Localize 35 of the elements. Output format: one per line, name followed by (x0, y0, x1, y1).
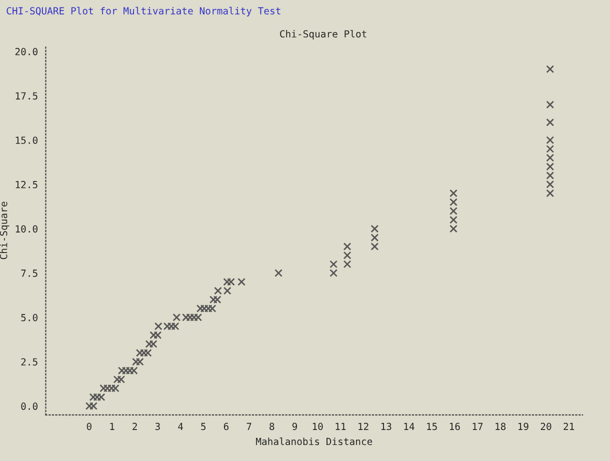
y-tick-label: 20.0 (15, 48, 38, 56)
y-tick-label: 5.0 (21, 314, 38, 322)
x-tick-label: 3 (155, 422, 160, 430)
x-tick-label: 2 (132, 422, 137, 430)
x-tick-label: 4 (178, 422, 183, 430)
x-tick-label: 18 (496, 422, 506, 430)
x-tick-label: 1 (110, 422, 114, 430)
x-tick-label: 9 (292, 422, 297, 430)
x-tick-label: 7 (246, 422, 252, 430)
x-tick-label: 19 (518, 422, 528, 430)
x-tick-label: 12 (358, 422, 368, 430)
x-tick-label: 14 (404, 422, 414, 430)
y-tick-label: 15.0 (16, 136, 38, 144)
x-tick-label: 20 (540, 422, 552, 430)
chart-title: CHI-SQUARE Plot for Multivariate Normality Test (6, 6, 280, 16)
x-tick-label: 13 (381, 422, 392, 430)
y-tick-label: 17.5 (16, 92, 38, 100)
x-tick-label: 8 (270, 422, 274, 430)
y-tick-label: 10.0 (16, 225, 38, 233)
y-axis-title: Chi-Square (0, 202, 10, 260)
x-tick-label: 17 (472, 422, 483, 430)
x-axis-title: Mahalanobis Distance (256, 438, 372, 446)
x-tick-label: 21 (564, 422, 574, 430)
y-tick-label: 0.0 (21, 402, 38, 410)
x-tick-label: 6 (224, 422, 228, 430)
x-tick-label: 11 (336, 422, 346, 430)
x-tick-label: 5 (201, 422, 206, 430)
x-tick-label: 10 (312, 422, 323, 430)
x-tick-label: 16 (450, 422, 460, 430)
chart-subtitle: Chi-Square Plot (280, 30, 366, 40)
y-tick-label: 7.5 (21, 270, 38, 277)
x-tick-label: 0 (86, 422, 92, 430)
y-tick-label: 2.5 (21, 358, 38, 366)
y-tick-label: 12.5 (16, 180, 38, 188)
x-tick-label: 15 (427, 422, 437, 430)
